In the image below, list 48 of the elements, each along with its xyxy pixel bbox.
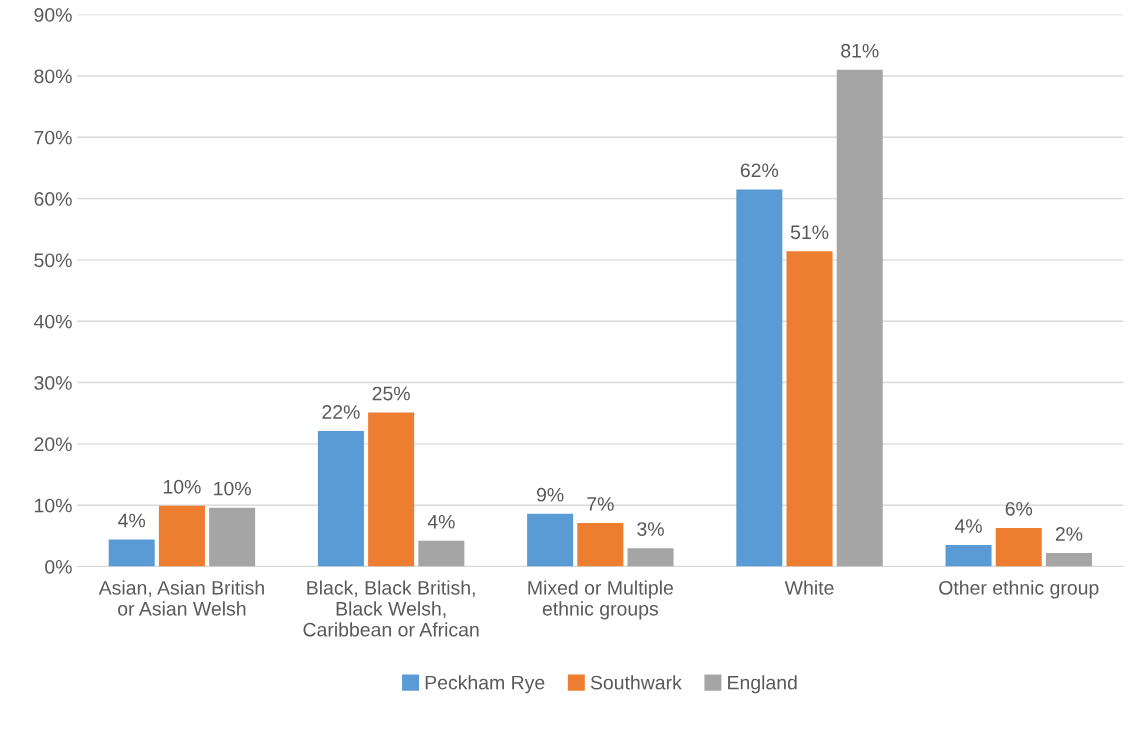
x-tick-label: Black, Black British, Black Welsh, Caribbean or African (303, 580, 479, 637)
bar (418, 540, 465, 567)
bar (995, 527, 1042, 567)
y-tick-label: 70% (34, 130, 72, 145)
bar (786, 251, 833, 567)
legend-label: Peckham Rye (425, 675, 545, 694)
y-tick-label: 80% (34, 69, 72, 84)
x-tick-label: Mixed or Multiple ethnic groups (528, 580, 673, 620)
x-tick-label: White (784, 580, 834, 595)
y-tick-label: 40% (33, 314, 72, 329)
bar (209, 507, 256, 567)
data-label: 7% (587, 497, 614, 511)
y-tick-label: 60% (34, 192, 72, 206)
bar (736, 189, 783, 567)
bar (317, 431, 364, 567)
bar (108, 539, 155, 567)
y-tick-label: 50% (34, 253, 72, 268)
data-label: 9% (536, 487, 564, 502)
data-label: 25% (372, 386, 410, 401)
y-tick-label: 90% (34, 8, 72, 22)
bar (945, 545, 992, 567)
x-tick-label: Asian, Asian British or Asian Welsh (98, 580, 264, 616)
bar (627, 548, 674, 567)
data-label: 22% (322, 405, 360, 419)
data-label: 4% (427, 514, 455, 529)
data-label: 62% (740, 163, 779, 178)
data-label: 81% (841, 43, 879, 58)
legend-label: England (728, 675, 797, 694)
bar (1045, 553, 1092, 567)
data-label: 4% (118, 513, 146, 528)
y-tick-label: 10% (35, 498, 72, 513)
legend-label: Southwark (590, 675, 682, 690)
data-label: 2% (1055, 527, 1083, 541)
data-label: 4% (954, 519, 982, 533)
data-label: 10% (163, 479, 201, 494)
bar (527, 513, 574, 567)
x-tick-label: Other ethnic group (939, 580, 1099, 599)
data-label: 3% (637, 522, 664, 536)
bar (577, 522, 624, 567)
y-tick-label: 30% (34, 376, 72, 390)
y-tick-label: 20% (34, 437, 72, 452)
data-label: 6% (1005, 501, 1033, 516)
bar (368, 412, 415, 567)
data-label: 10% (214, 481, 251, 496)
bar (158, 505, 205, 567)
y-tick-label: 0% (45, 559, 72, 574)
bar (836, 69, 883, 567)
data-label: 51% (790, 225, 829, 240)
